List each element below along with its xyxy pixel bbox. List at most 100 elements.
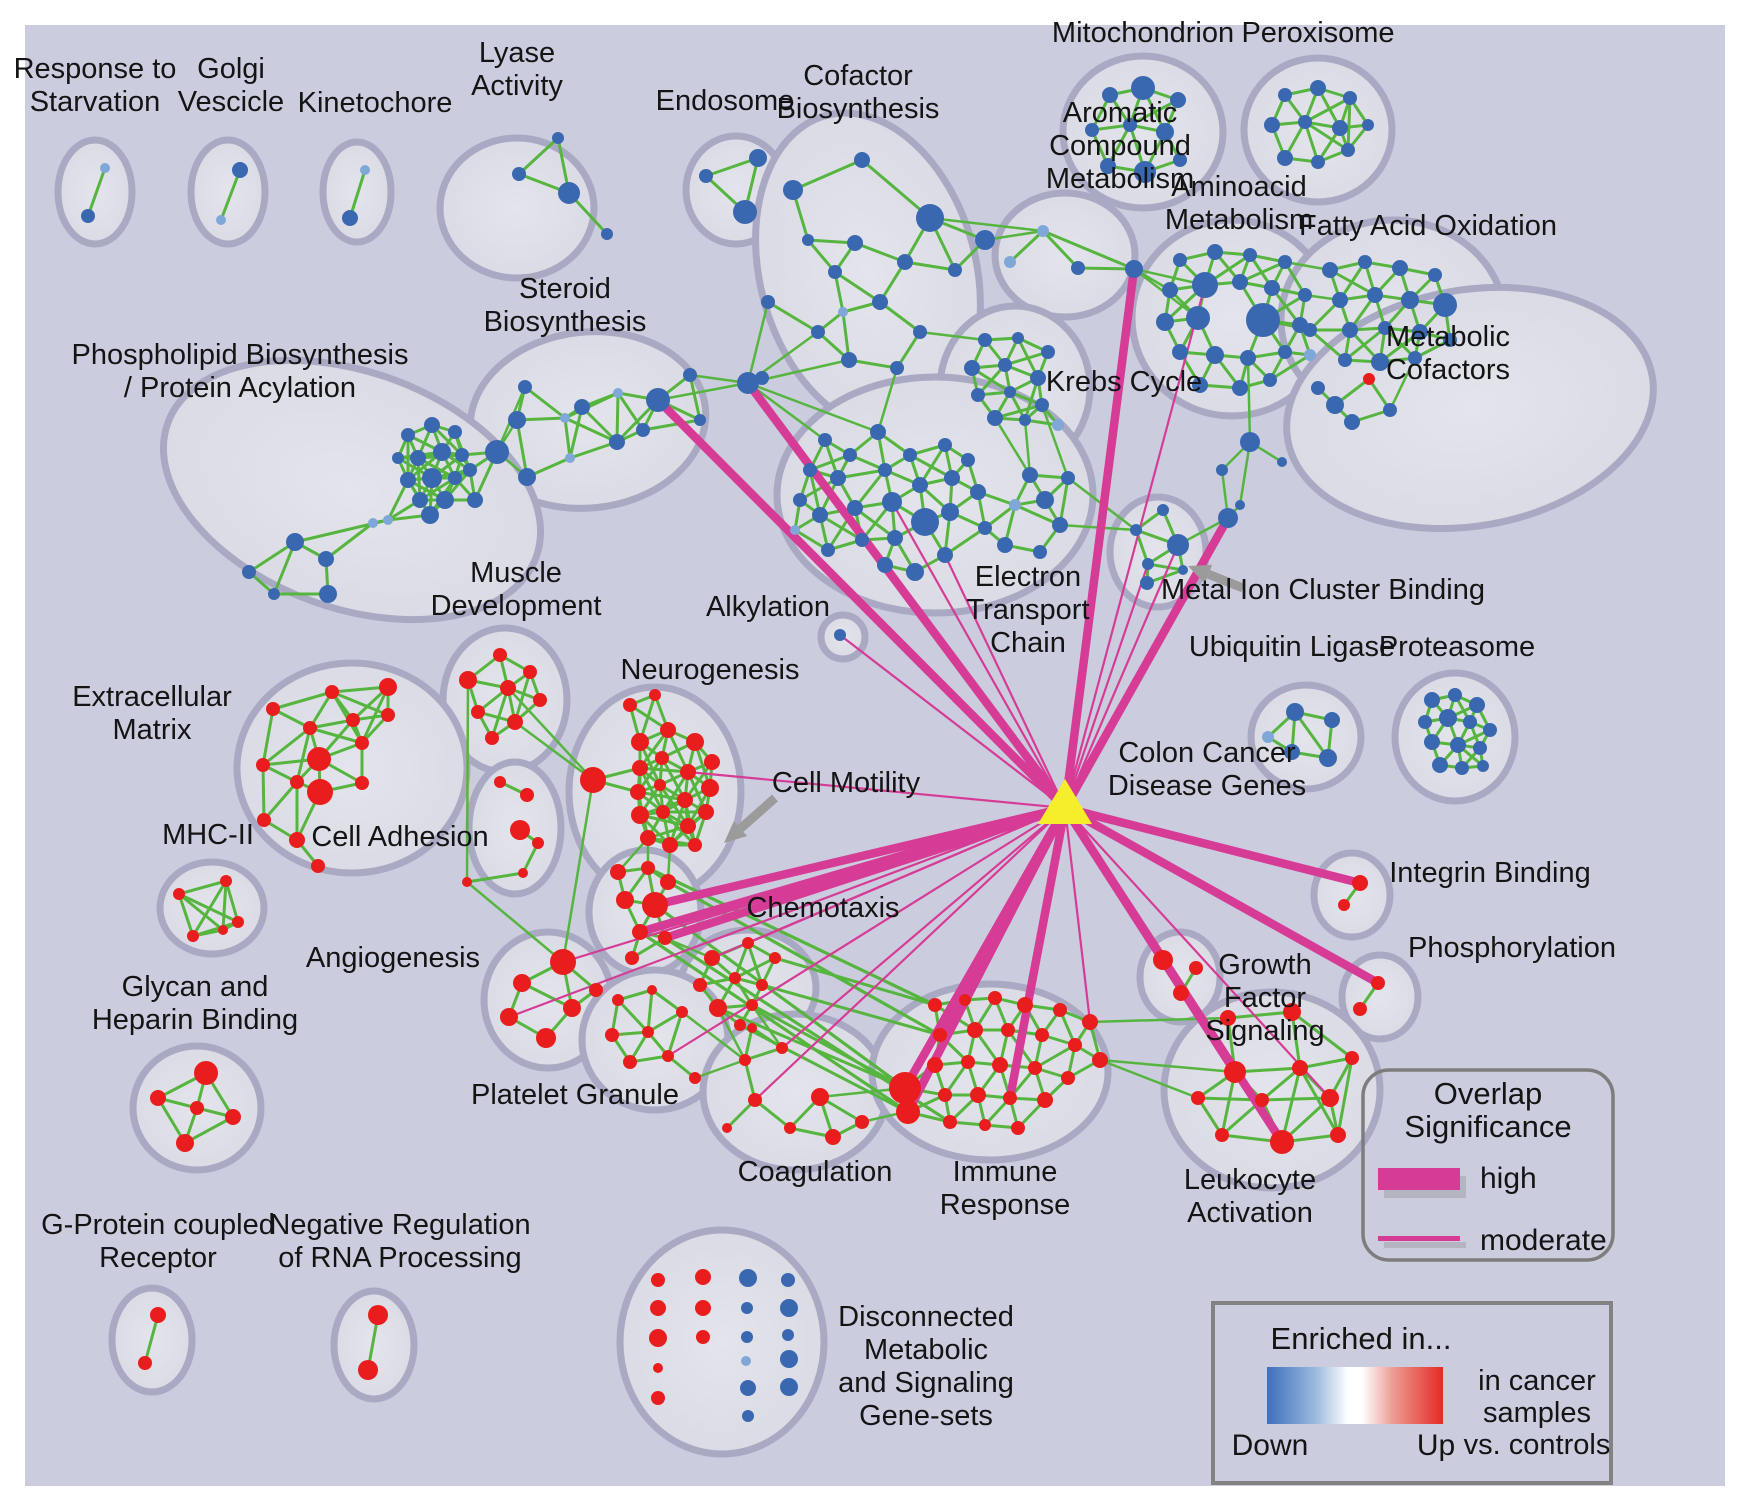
moderate-overlap-swatch — [1378, 1236, 1460, 1241]
gene-set-node — [558, 182, 580, 204]
edge — [1060, 803, 1240, 1077]
gene-set-node — [1424, 692, 1440, 708]
gene-set-node — [1240, 350, 1256, 366]
edge — [653, 903, 907, 1090]
edge — [746, 381, 880, 434]
edge — [177, 892, 225, 932]
gene-set-node — [1319, 749, 1337, 767]
gene-set-node — [1371, 976, 1385, 990]
gene-set-node — [834, 629, 846, 641]
edge — [853, 241, 907, 264]
edge — [693, 1058, 747, 1080]
edge — [1060, 803, 1365, 888]
gene-set-node — [1100, 158, 1116, 174]
gene-set-node — [605, 1028, 619, 1042]
gene-set-node — [781, 1273, 795, 1287]
gene-set-node — [574, 399, 590, 415]
edge — [1238, 440, 1252, 507]
gene-set-node — [436, 491, 454, 509]
gene-set-node — [1206, 346, 1224, 364]
gene-set-node — [1153, 950, 1173, 970]
gene-set-node — [1341, 143, 1355, 157]
gene-set-node — [698, 804, 714, 820]
gene-set-node — [1362, 119, 1374, 131]
gene-set-node — [1286, 703, 1304, 721]
gene-set-node — [903, 448, 917, 462]
gene-set-node — [878, 463, 892, 477]
gene-set-node — [959, 994, 971, 1006]
gene-set-node — [610, 864, 626, 880]
edge — [860, 158, 932, 220]
gene-set-node — [709, 999, 727, 1017]
edge — [580, 405, 619, 444]
gene-set-node — [1134, 161, 1156, 183]
gene-set-node — [268, 588, 280, 600]
golgi-vescicle-label: Golgi — [197, 53, 265, 85]
growth-factor-signaling-label: Factor — [1224, 982, 1307, 1014]
edge — [680, 1010, 747, 1062]
gene-set-node — [693, 978, 707, 992]
edge — [465, 678, 470, 884]
gene-set-node — [830, 470, 846, 486]
gene-set-node — [677, 792, 693, 808]
gene-set-node — [1483, 723, 1497, 737]
gene-set-node — [847, 500, 863, 516]
edge — [746, 941, 764, 987]
edge — [261, 707, 275, 767]
gene-set-node — [623, 698, 637, 712]
gene-set-node — [518, 380, 532, 394]
gene-set-node — [1186, 306, 1210, 330]
gene-set-nodes — [81, 76, 1497, 1422]
colon-cancer-disease-genes-label: Disease Genes — [1108, 770, 1306, 802]
edge — [738, 1023, 910, 1114]
gene-set-node — [1035, 398, 1049, 412]
gene-set-node — [964, 360, 980, 376]
edge — [1290, 1010, 1354, 1060]
gene-set-node — [232, 162, 248, 178]
edge — [1343, 326, 1387, 362]
gene-set-node — [818, 433, 832, 447]
gene-set-node — [649, 689, 661, 701]
gene-set-node — [642, 892, 668, 918]
gene-set-node — [825, 1129, 841, 1145]
edge — [878, 300, 922, 334]
metabolic-cofactors-label: Metabolic — [1386, 321, 1510, 353]
gene-set-node — [1085, 123, 1099, 137]
edge — [563, 416, 619, 444]
gene-set-node — [1068, 1038, 1082, 1052]
edge — [1388, 356, 1417, 412]
gene-set-node — [641, 861, 655, 875]
gene-set-node — [660, 722, 676, 738]
gene-set-node — [355, 736, 369, 750]
gene-set-node — [944, 470, 960, 486]
gene-set-node — [1424, 734, 1440, 750]
gene-set-node — [1092, 1052, 1108, 1068]
endosome-label: Endosome — [656, 85, 795, 117]
gene-set-node — [523, 665, 537, 679]
edge — [1346, 96, 1352, 152]
leukocyte-activation-label: Activation — [1187, 1197, 1313, 1229]
gene-set-node — [518, 468, 536, 486]
gene-set-node — [311, 859, 325, 873]
gene-set-node — [1371, 353, 1389, 371]
glycan-heparin-binding-label: Glycan and — [122, 971, 269, 1003]
edge — [1280, 1066, 1302, 1144]
gene-set-node — [150, 1307, 166, 1323]
edge — [561, 778, 595, 964]
edge — [1128, 98, 1180, 127]
growth-factor-signaling-label: Signaling — [1205, 1015, 1324, 1047]
g-protein-coupled-receptor-label: G-Protein coupled — [41, 1209, 275, 1241]
edge — [261, 726, 312, 767]
gene-set-node — [1433, 293, 1457, 317]
gene-set-node — [533, 693, 547, 707]
edge — [1063, 283, 1207, 810]
gene-set-node — [1156, 123, 1174, 141]
gene-set-node — [508, 411, 526, 429]
gene-set-node — [1358, 255, 1372, 269]
gene-set-node — [739, 1054, 751, 1066]
edge — [853, 468, 887, 510]
edge — [704, 156, 760, 178]
gene-set-node — [843, 448, 857, 462]
edge — [568, 440, 619, 460]
